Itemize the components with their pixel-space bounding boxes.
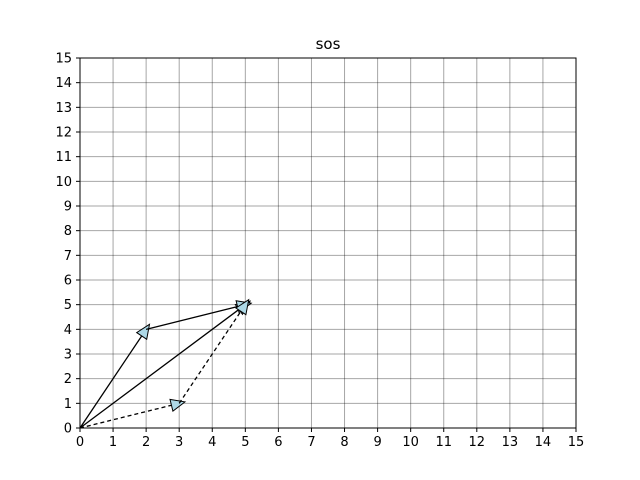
x-tick-label: 3 [175, 435, 183, 450]
x-tick-label: 2 [142, 435, 150, 450]
vector-line [145, 304, 246, 330]
y-tick-label: 11 [55, 150, 72, 165]
chart-title: sos [316, 35, 341, 53]
grid [79, 57, 577, 429]
y-tick-label: 10 [55, 175, 72, 190]
arrowhead [234, 298, 250, 316]
y-tick-label: 2 [64, 372, 72, 387]
y-tick-label: 14 [55, 76, 72, 91]
y-tick-label: 12 [55, 126, 72, 141]
y-tick-label: 4 [64, 323, 72, 338]
vector-1 [79, 323, 151, 429]
y-tick-label: 7 [64, 249, 72, 264]
y-tick-label: 8 [64, 224, 72, 239]
x-tick-label: 9 [373, 435, 381, 450]
x-tick-label: 13 [502, 435, 519, 450]
x-tick-label: 5 [241, 435, 249, 450]
x-tick-label: 14 [535, 435, 552, 450]
x-tick-label: 12 [469, 435, 486, 450]
vector-line [178, 304, 246, 404]
x-tick-label: 6 [274, 435, 282, 450]
y-tick-label: 15 [55, 52, 72, 67]
vectors [79, 298, 253, 429]
vector-2 [79, 300, 252, 429]
x-tick-label: 8 [340, 435, 348, 450]
y-tick-label: 1 [64, 397, 72, 412]
ticks: 0 1 2 3 4 5 6 7 8 9 10 11 12 13 14 15012345678910111213… [55, 52, 584, 451]
vector-5 [178, 298, 250, 404]
vector-4 [79, 398, 187, 429]
vector-line [79, 304, 246, 429]
arrowhead [135, 323, 151, 341]
y-tick-label: 6 [64, 274, 72, 289]
x-tick-label: 4 [208, 435, 216, 450]
x-tick-label: 15 [568, 435, 585, 450]
y-tick-label: 0 [64, 422, 72, 437]
x-tick-label: 1 [109, 435, 117, 450]
x-tick-label: 7 [307, 435, 315, 450]
vector-line [79, 328, 147, 429]
y-tick-label: 9 [64, 200, 72, 215]
y-tick-label: 3 [64, 348, 72, 363]
x-tick-label: 10 [402, 435, 419, 450]
plot-frame [79, 57, 577, 429]
x-tick-label: 0 [76, 435, 84, 450]
arrowhead [169, 398, 187, 412]
y-tick-label: 13 [55, 101, 72, 116]
x-tick-label: 11 [435, 435, 452, 450]
y-tick-label: 5 [64, 298, 72, 313]
vector-line [79, 402, 180, 429]
